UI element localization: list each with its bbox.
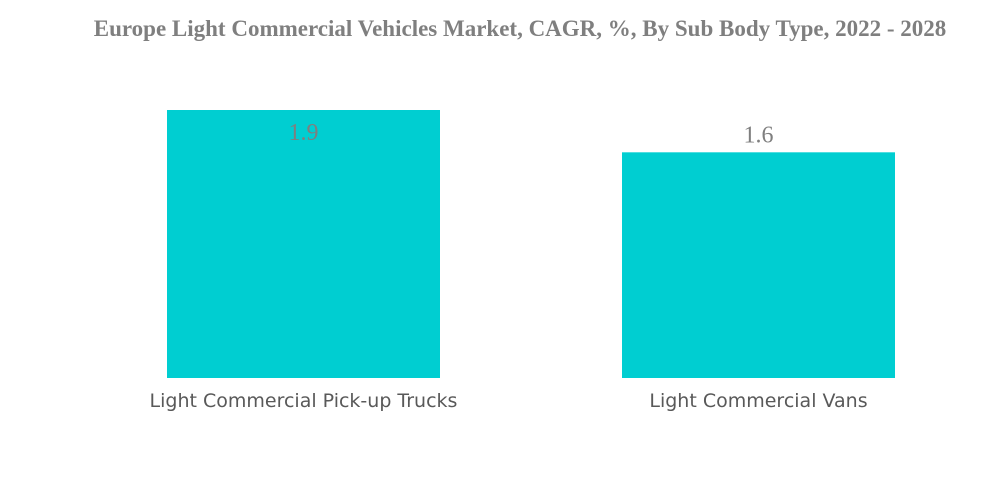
data-label-0: 1.9 (289, 120, 319, 146)
data-label-1: 1.6 (744, 122, 774, 148)
bar-0 (167, 110, 440, 378)
category-label-1: Light Commercial Vans (649, 390, 867, 412)
bar-1 (622, 152, 895, 378)
chart-title: Europe Light Commercial Vehicles Market,… (93, 16, 947, 41)
category-label-0: Light Commercial Pick-up Trucks (150, 390, 458, 412)
